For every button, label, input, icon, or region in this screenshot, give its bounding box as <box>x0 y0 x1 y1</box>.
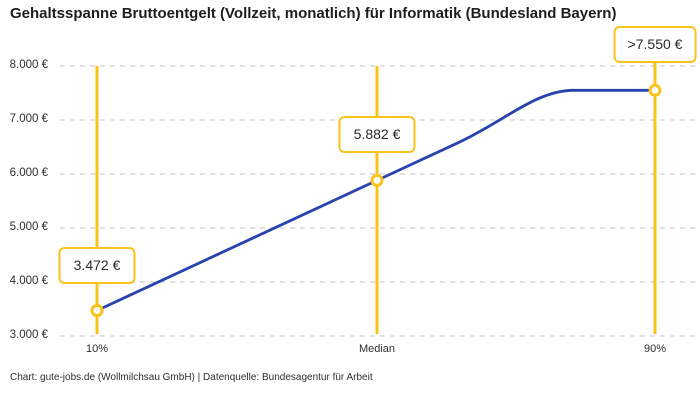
data-point-median[interactable] <box>370 173 384 187</box>
data-point-90th-percentile[interactable] <box>648 83 662 97</box>
y-axis-tick-label: 5.000 € <box>9 221 48 233</box>
x-axis-label-90th-percentile: 90% <box>643 343 667 355</box>
x-axis-label-10th-percentile: 10% <box>85 343 109 355</box>
value-callout-10th-percentile: 3.472 € <box>58 246 136 284</box>
value-callout-median: 5.882 € <box>338 116 416 154</box>
y-axis-tick-label: 6.000 € <box>9 167 48 179</box>
chart-source-caption: Chart: gute-jobs.de (Wollmilchsau GmbH) … <box>10 372 373 383</box>
y-axis-tick-label: 7.000 € <box>9 113 48 125</box>
salary-curve <box>96 88 655 312</box>
chart-title: Gehaltsspanne Bruttoentgelt (Vollzeit, m… <box>10 5 617 22</box>
y-axis-tick-label: 3.000 € <box>9 329 48 341</box>
y-axis-tick-label: 4.000 € <box>9 275 48 287</box>
data-point-10th-percentile[interactable] <box>90 304 104 317</box>
y-axis-tick-label: 8.000 € <box>9 59 48 71</box>
x-axis-label-median: Median <box>358 343 396 355</box>
value-callout-90th-percentile: >7.550 € <box>613 26 697 64</box>
